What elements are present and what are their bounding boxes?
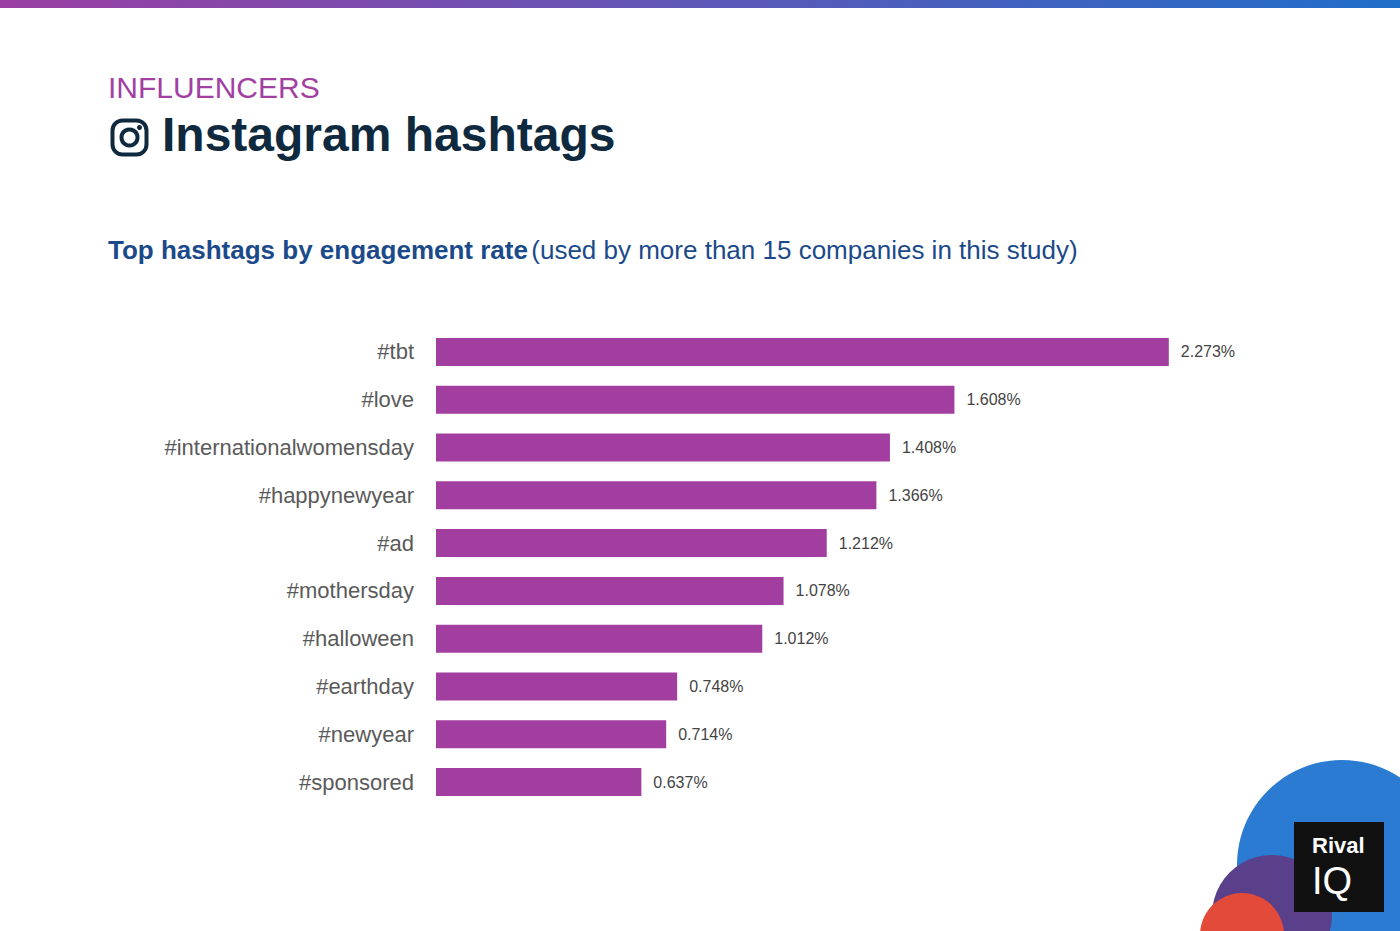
svg-text:#mothersday: #mothersday bbox=[287, 578, 414, 603]
svg-text:1.608%: 1.608% bbox=[966, 391, 1020, 408]
svg-text:#earthday: #earthday bbox=[316, 674, 414, 699]
svg-text:Rival: Rival bbox=[1312, 833, 1365, 858]
svg-text:1.366%: 1.366% bbox=[888, 487, 942, 504]
svg-text:1.408%: 1.408% bbox=[902, 439, 956, 456]
svg-text:#happynewyear: #happynewyear bbox=[259, 483, 414, 508]
svg-text:Instagram hashtags: Instagram hashtags bbox=[162, 108, 615, 161]
svg-text:0.637%: 0.637% bbox=[653, 774, 707, 791]
svg-text:1.012%: 1.012% bbox=[774, 630, 828, 647]
svg-text:#internationalwomensday: #internationalwomensday bbox=[165, 435, 415, 460]
svg-text:#tbt: #tbt bbox=[377, 339, 414, 364]
svg-text:0.714%: 0.714% bbox=[678, 726, 732, 743]
svg-text:INFLUENCERS: INFLUENCERS bbox=[108, 71, 320, 104]
svg-text:2.273%: 2.273% bbox=[1181, 343, 1235, 360]
svg-text:(used by more than 15 companie: (used by more than 15 companies in this … bbox=[531, 235, 1077, 265]
svg-text:0.748%: 0.748% bbox=[689, 678, 743, 695]
svg-text:#newyear: #newyear bbox=[319, 722, 414, 747]
svg-text:#ad: #ad bbox=[377, 531, 414, 556]
svg-text:#love: #love bbox=[361, 387, 414, 412]
svg-text:1.078%: 1.078% bbox=[796, 582, 850, 599]
svg-text:#sponsored: #sponsored bbox=[299, 770, 414, 795]
svg-text:#halloween: #halloween bbox=[303, 626, 414, 651]
svg-text:Top hashtags by engagement rat: Top hashtags by engagement rate bbox=[108, 235, 528, 265]
svg-text:IQ: IQ bbox=[1312, 860, 1352, 902]
svg-text:1.212%: 1.212% bbox=[839, 535, 893, 552]
